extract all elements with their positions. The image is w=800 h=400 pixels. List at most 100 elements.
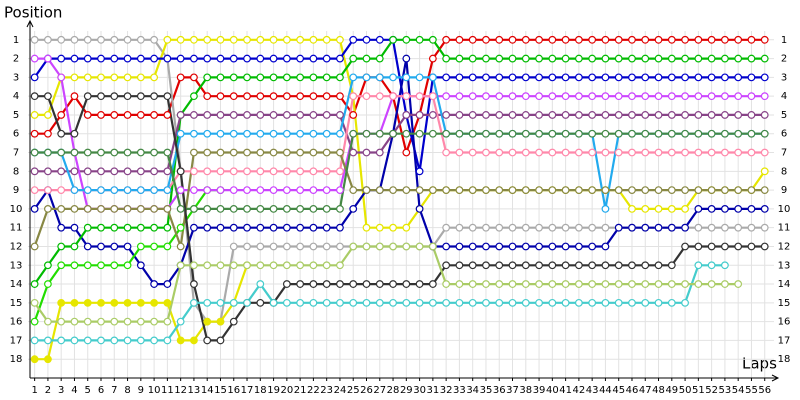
x-tick-label: 44 <box>599 385 612 396</box>
x-tick-label: 21 <box>294 385 307 396</box>
position-point <box>44 204 52 213</box>
position-point <box>229 73 238 82</box>
position-point <box>548 186 557 195</box>
position-point <box>216 336 225 345</box>
position-point <box>322 204 331 213</box>
position-point <box>203 111 212 119</box>
x-tick-label: 2 <box>45 385 51 396</box>
position-point <box>110 167 119 176</box>
position-point <box>495 223 504 232</box>
position-point <box>375 242 384 251</box>
position-point <box>163 336 172 345</box>
position-point <box>482 54 490 63</box>
position-point <box>83 73 92 82</box>
position-point <box>110 148 119 157</box>
position-point <box>482 73 490 82</box>
position-point <box>747 242 756 251</box>
position-point <box>229 317 238 326</box>
position-point <box>110 261 119 270</box>
x-tick-label: 1 <box>31 385 37 396</box>
position-point <box>203 129 212 138</box>
position-point <box>548 92 557 101</box>
position-point <box>760 35 769 44</box>
position-point <box>30 54 39 63</box>
position-point <box>442 298 451 307</box>
position-point <box>588 242 597 251</box>
position-point <box>203 148 212 157</box>
position-point <box>614 92 623 101</box>
position-point <box>70 204 79 213</box>
position-point <box>681 148 689 157</box>
position-point <box>57 35 66 44</box>
position-point <box>44 186 52 195</box>
position-point <box>402 111 411 119</box>
position-point <box>495 280 504 288</box>
position-point <box>176 223 185 232</box>
position-point <box>694 186 703 195</box>
position-point <box>57 298 66 307</box>
position-point <box>136 186 145 195</box>
x-tick-label: 26 <box>360 385 373 396</box>
position-point <box>641 92 650 101</box>
position-point <box>83 111 92 119</box>
position-point <box>628 298 636 307</box>
position-point <box>375 186 384 195</box>
x-tick-label: 9 <box>138 385 144 396</box>
position-point <box>30 204 39 213</box>
position-point <box>123 54 132 63</box>
position-point <box>402 73 411 82</box>
position-point <box>760 242 769 251</box>
position-point <box>282 298 291 307</box>
position-point <box>601 73 610 82</box>
position-point <box>123 111 132 119</box>
x-tick-label: 47 <box>639 385 652 396</box>
position-point <box>428 54 437 63</box>
x-tick-label: 37 <box>506 385 519 396</box>
position-point <box>176 261 185 270</box>
position-point <box>694 54 703 63</box>
position-point <box>70 336 79 345</box>
position-point <box>309 73 318 82</box>
position-point <box>322 35 331 44</box>
position-point <box>336 92 344 101</box>
position-point <box>336 54 344 63</box>
position-point <box>588 111 597 119</box>
position-point <box>707 129 716 138</box>
x-tick-label: 12 <box>174 385 187 396</box>
position-point <box>176 204 185 213</box>
position-point <box>136 35 145 44</box>
position-point <box>455 148 464 157</box>
position-point <box>70 129 79 138</box>
position-point <box>336 223 344 232</box>
x-tick-label: 28 <box>387 385 400 396</box>
position-point <box>707 242 716 251</box>
position-point <box>57 223 66 232</box>
position-point <box>734 242 743 251</box>
position-point <box>30 73 39 82</box>
position-point <box>535 186 543 195</box>
position-point <box>190 223 198 232</box>
x-tick-label: 45 <box>612 385 625 396</box>
position-point <box>389 242 397 251</box>
position-point <box>83 186 92 195</box>
position-point <box>721 204 729 213</box>
position-point <box>482 92 490 101</box>
position-point <box>110 298 119 307</box>
position-point <box>561 35 570 44</box>
position-point <box>296 204 305 213</box>
position-point <box>442 35 451 44</box>
position-point <box>30 280 39 288</box>
y-tick-label-right: 10 <box>778 204 791 215</box>
position-point <box>362 148 371 157</box>
position-point <box>336 148 344 157</box>
position-point <box>336 186 344 195</box>
position-point <box>44 148 52 157</box>
position-point <box>402 280 411 288</box>
position-point <box>375 129 384 138</box>
position-point <box>548 111 557 119</box>
position-point <box>362 298 371 307</box>
position-point <box>681 204 689 213</box>
position-point <box>229 204 238 213</box>
position-point <box>322 280 331 288</box>
